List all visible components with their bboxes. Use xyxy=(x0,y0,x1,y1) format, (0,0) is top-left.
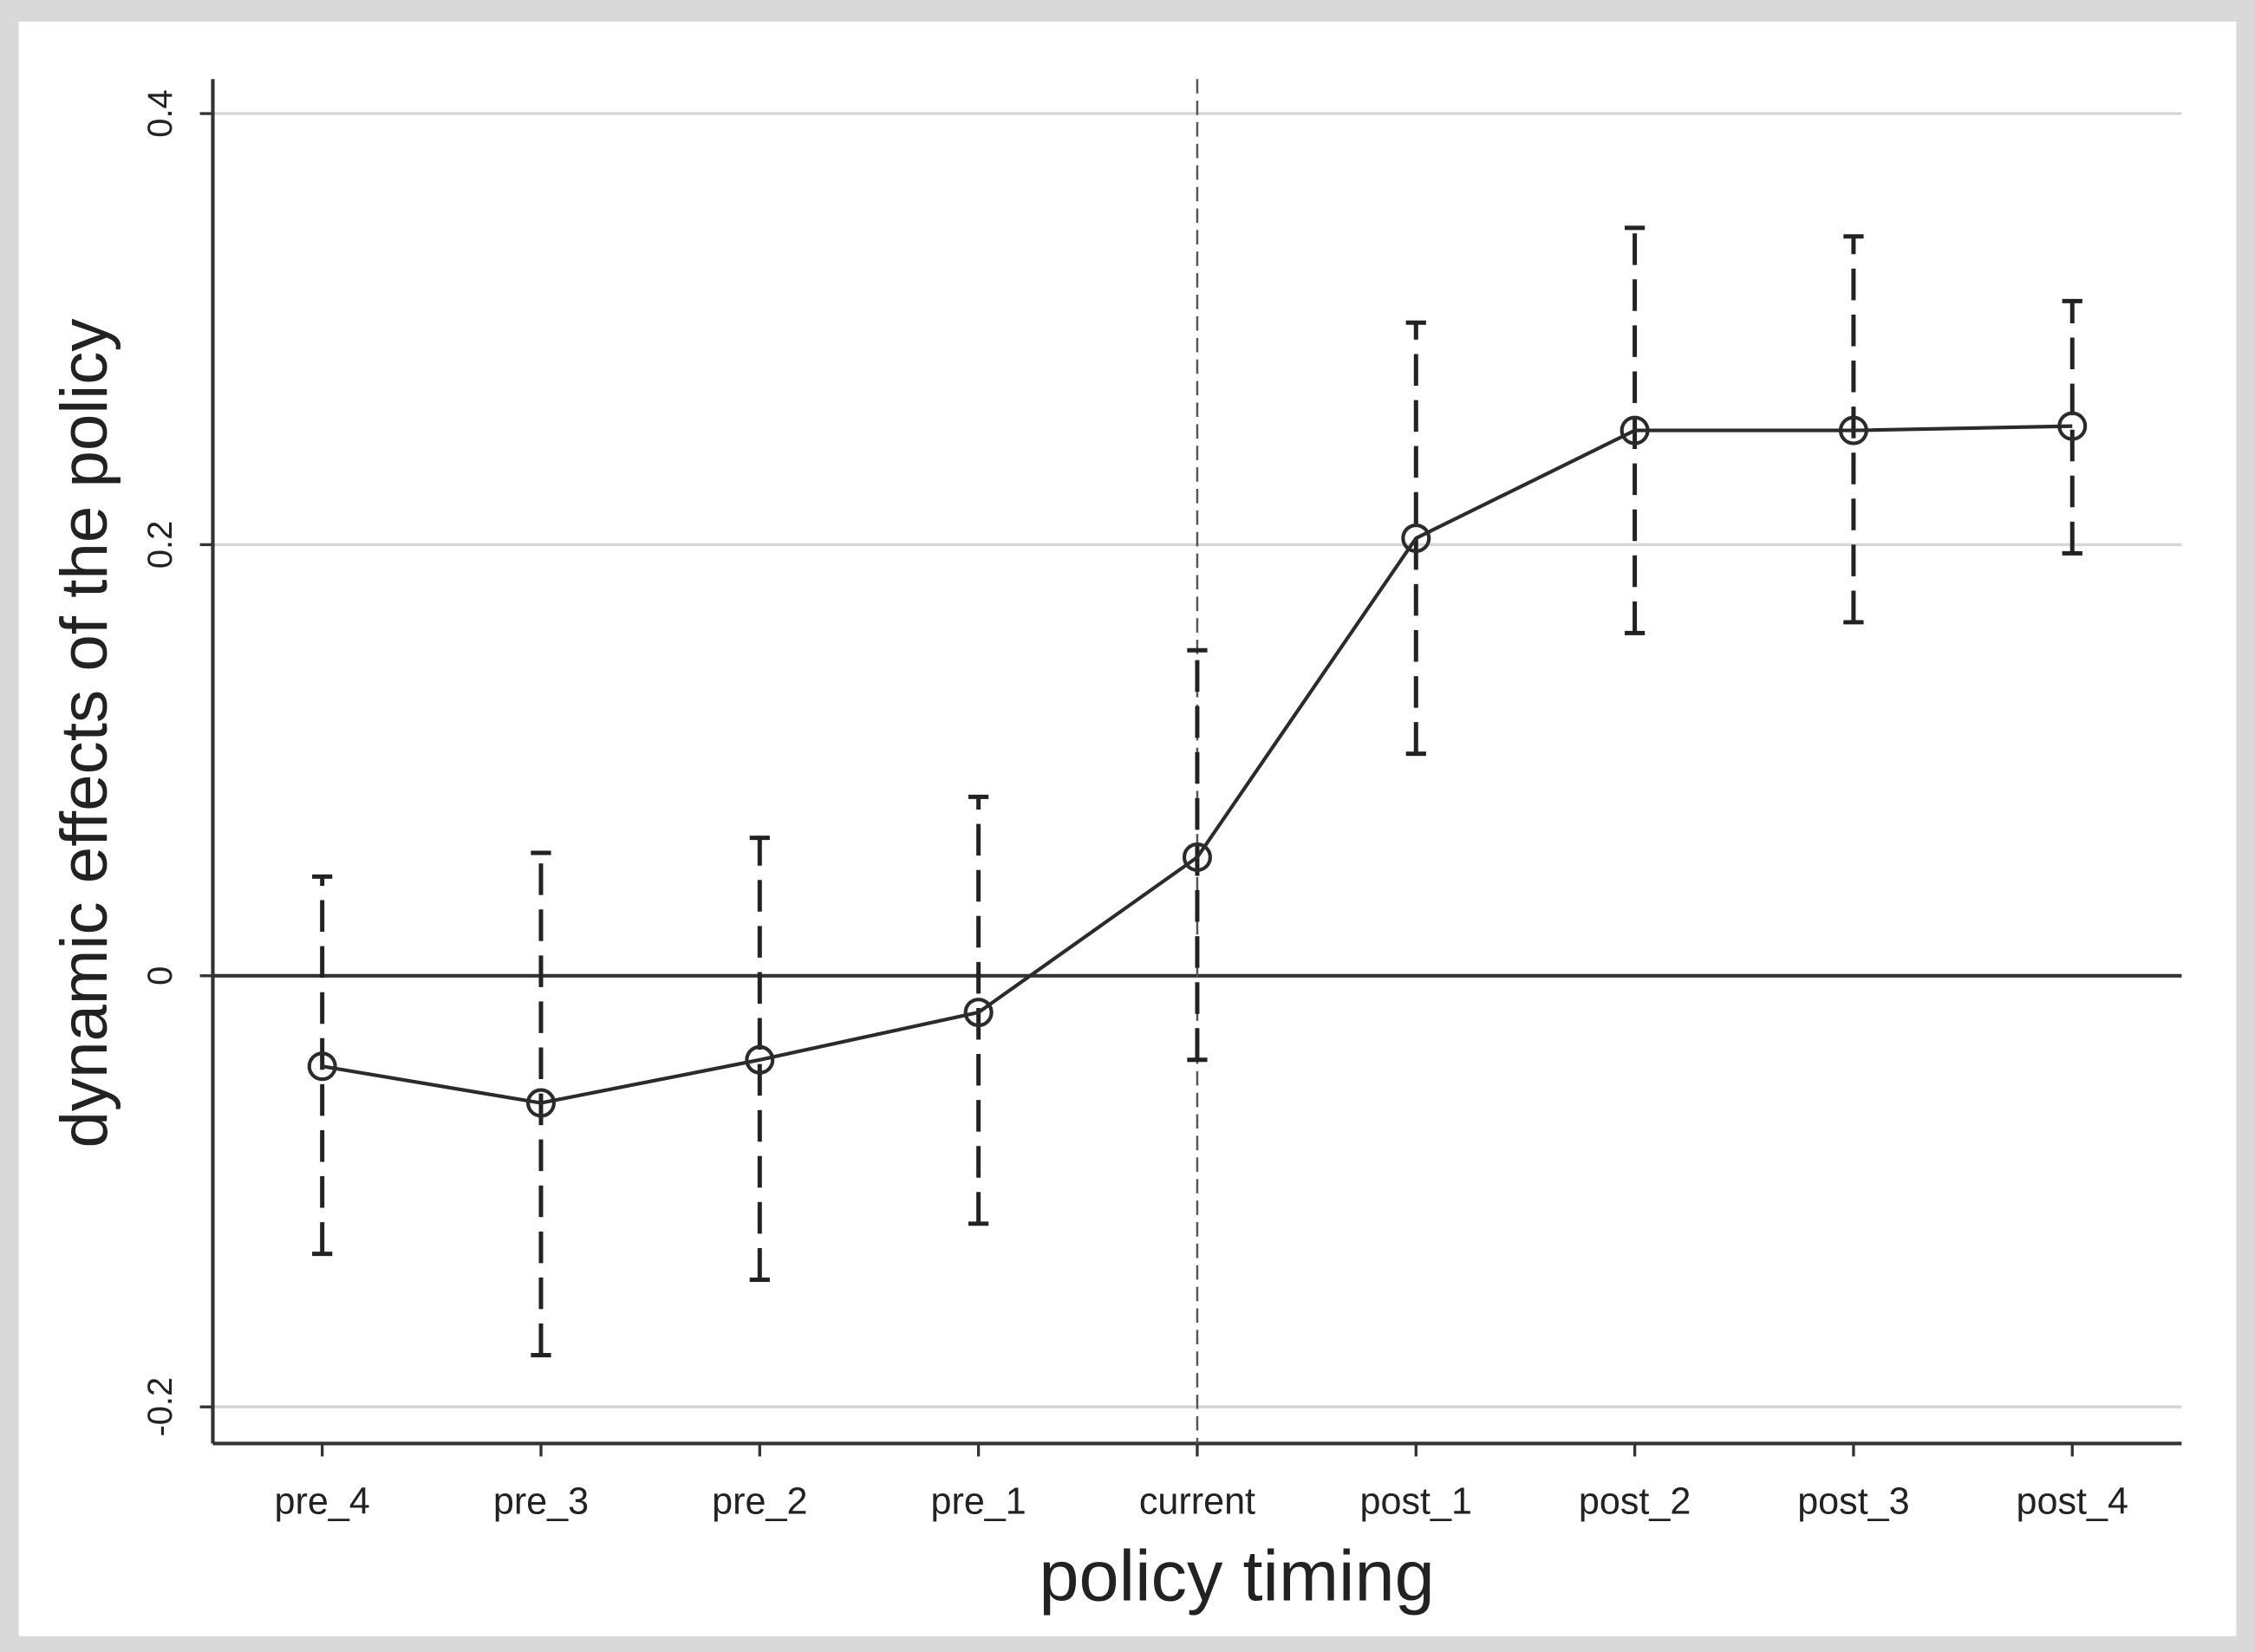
y-axis-title: dynamic effects of the policy xyxy=(48,318,121,1148)
x-tick-label: post_1 xyxy=(1360,1481,1472,1523)
point xyxy=(963,998,994,1028)
x-tick-label: post_3 xyxy=(1797,1481,1909,1523)
x-tick-label: pre_2 xyxy=(712,1481,807,1523)
point xyxy=(1401,523,1431,553)
chart-panel xyxy=(18,21,2237,1636)
point xyxy=(745,1044,775,1075)
x-tick-label: post_4 xyxy=(2017,1481,2128,1523)
point xyxy=(1838,415,1868,446)
x-axis-title: policy timing xyxy=(1039,1536,1434,1616)
x-tick-label: pre_4 xyxy=(275,1481,370,1523)
point xyxy=(2057,411,2088,441)
x-tick-label: pre_1 xyxy=(930,1481,1026,1523)
y-tick-label: 0 xyxy=(141,966,179,985)
point xyxy=(1620,415,1650,446)
x-tick-label: post_2 xyxy=(1579,1481,1691,1523)
point xyxy=(525,1088,556,1118)
x-tick-label: current xyxy=(1139,1481,1255,1523)
y-tick-label: -0.2 xyxy=(141,1377,179,1437)
y-tick-label: 0.4 xyxy=(141,89,179,137)
x-tick-label: pre_3 xyxy=(493,1481,589,1523)
series-line xyxy=(322,424,2073,1105)
point xyxy=(307,1051,337,1082)
y-tick-label: 0.2 xyxy=(141,521,179,569)
point xyxy=(1182,842,1212,873)
